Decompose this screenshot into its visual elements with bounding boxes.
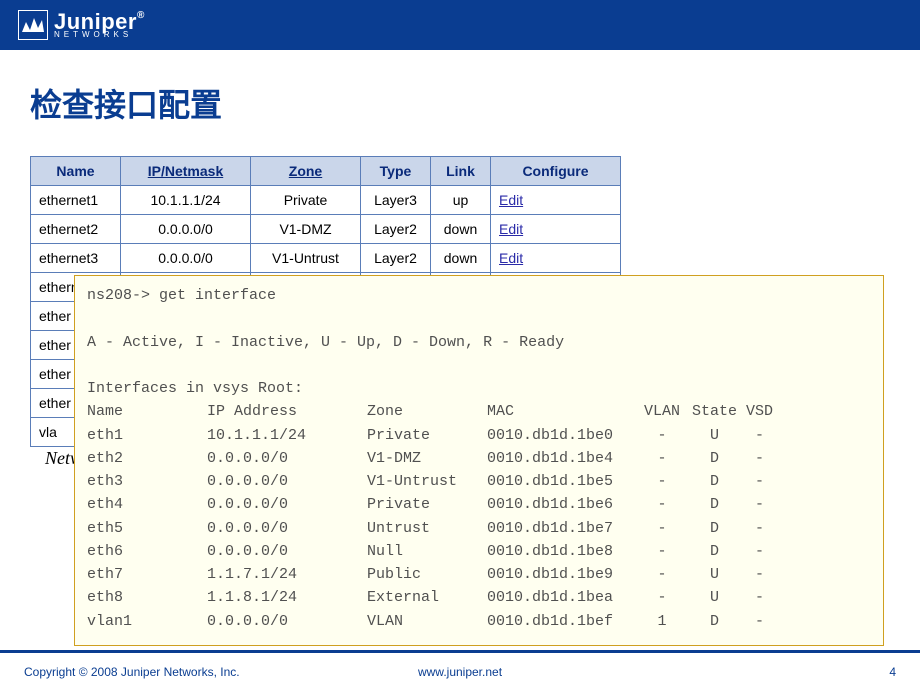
table-row: ethernet110.1.1.1/24PrivateLayer3upEdit — [31, 186, 621, 215]
th-name: Name — [31, 157, 121, 186]
footer-page-number: 4 — [889, 665, 896, 679]
th-link: Link — [431, 157, 491, 186]
content-area: 检查接口配置 Name IP/Netmask Zone Type Link Co… — [0, 50, 920, 650]
th-type: Type — [361, 157, 431, 186]
edit-link[interactable]: Edit — [499, 192, 523, 208]
th-zone[interactable]: Zone — [251, 157, 361, 186]
trademark: ® — [137, 10, 145, 21]
edit-link[interactable]: Edit — [499, 250, 523, 266]
juniper-logo: Juniper® NETWORKS — [18, 10, 145, 40]
logo-mark-icon — [18, 10, 48, 40]
topbar: Juniper® NETWORKS — [0, 0, 920, 50]
footer: Copyright © 2008 Juniper Networks, Inc. … — [0, 650, 920, 690]
table-row: ethernet30.0.0.0/0V1-UntrustLayer2downEd… — [31, 244, 621, 273]
footer-copyright: Copyright © 2008 Juniper Networks, Inc. — [24, 665, 240, 679]
brand-sub: NETWORKS — [54, 31, 145, 39]
th-configure: Configure — [491, 157, 621, 186]
footer-url: www.juniper.net — [418, 665, 502, 679]
th-ip[interactable]: IP/Netmask — [121, 157, 251, 186]
cli-output: ns208-> get interface A - Active, I - In… — [74, 275, 884, 646]
table-header-row: Name IP/Netmask Zone Type Link Configure — [31, 157, 621, 186]
page-title: 检查接口配置 — [30, 80, 890, 126]
edit-link[interactable]: Edit — [499, 221, 523, 237]
table-row: ethernet20.0.0.0/0V1-DMZLayer2downEdit — [31, 215, 621, 244]
